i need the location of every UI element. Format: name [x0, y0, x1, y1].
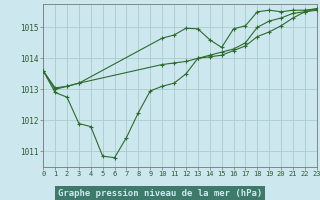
Text: Graphe pression niveau de la mer (hPa): Graphe pression niveau de la mer (hPa)	[58, 189, 262, 198]
